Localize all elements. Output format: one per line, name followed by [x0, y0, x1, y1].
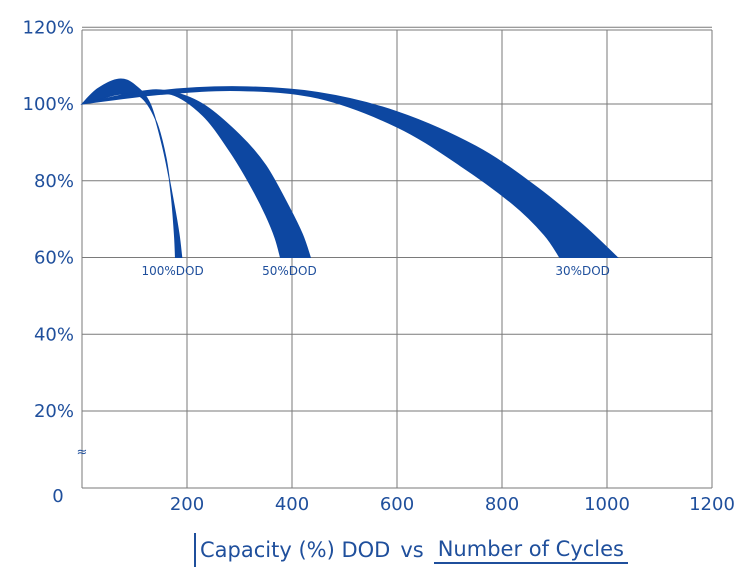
- caption-x-name: Number of Cycles: [433, 537, 629, 564]
- x-tick-label-600: 600: [380, 494, 414, 515]
- series-band-50%DOD: [81, 89, 312, 258]
- y-tick-label-40: 40%: [34, 324, 74, 345]
- series-bands: [80, 78, 619, 258]
- series-band-30%DOD: [81, 86, 619, 258]
- series-band-100%DOD: [80, 78, 183, 258]
- origin-label: 0: [52, 486, 63, 507]
- series-label-50%DOD: 50%DOD: [262, 264, 317, 278]
- y-tick-label-120: 120%: [23, 17, 74, 38]
- y-tick-label-60: 60%: [34, 248, 74, 269]
- axis-break-symbol: ≈: [77, 445, 88, 460]
- x-tick-label-800: 800: [485, 494, 519, 515]
- x-tick-label-200: 200: [170, 494, 204, 515]
- caption-vs: vs: [400, 538, 424, 562]
- series-labels: 100%DOD 50%DOD 30%DOD: [141, 264, 609, 278]
- x-tick-label-1000: 1000: [584, 494, 630, 515]
- y-tick-label-100: 100%: [23, 94, 74, 115]
- grid-lines: [82, 26, 713, 488]
- y-tick-label-20: 20%: [34, 401, 74, 422]
- chart-caption: Capacity (%) DOD vs Number of Cycles: [194, 532, 629, 568]
- tick-labels: 20% 40% 60% 80% 100% 120% 0 ≈200 400 600 800 1000 12…: [23, 17, 735, 515]
- axes: [81, 29, 712, 489]
- y-tick-label-80: 80%: [34, 171, 74, 192]
- series-label-100%DOD: 100%DOD: [141, 264, 203, 278]
- series-label-30%DOD: 30%DOD: [555, 264, 610, 278]
- caption-y-name: Capacity (%) DOD: [200, 538, 391, 562]
- x-tick-label-1200: 1200: [689, 494, 735, 515]
- caption-bar: [194, 533, 196, 567]
- x-tick-label-400: 400: [275, 494, 309, 515]
